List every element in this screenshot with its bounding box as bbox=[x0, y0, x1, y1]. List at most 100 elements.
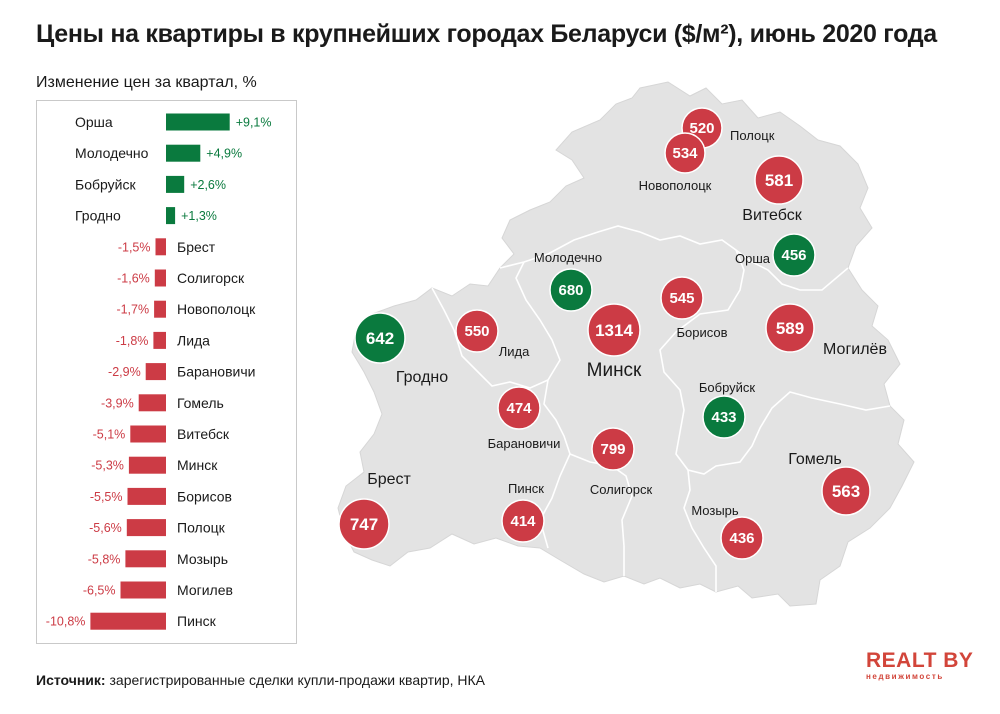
bar-value-label: -5,1% bbox=[93, 428, 126, 442]
city-16-name: Мозырь bbox=[691, 503, 739, 518]
city-15-name: Пинск bbox=[508, 481, 544, 496]
city-11-price: 433 bbox=[711, 409, 736, 426]
bar-category-label: Гродно bbox=[75, 208, 121, 224]
city-14-price: 747 bbox=[350, 515, 378, 534]
city-7-name: Лида bbox=[499, 344, 530, 359]
city-5-marker bbox=[549, 268, 593, 312]
bar-category-label: Витебск bbox=[177, 426, 230, 442]
bar-category-label: Орша bbox=[75, 114, 113, 130]
city-4-marker bbox=[772, 233, 816, 277]
bar-value-label: -5,6% bbox=[89, 521, 122, 535]
bar-value-label: -1,6% bbox=[117, 272, 150, 286]
bar-value-label: -5,8% bbox=[88, 552, 121, 566]
bar-value-label: -1,5% bbox=[118, 240, 151, 254]
belarus-map: 520 Полоцк 534 Новополоцк 581 Витебск 456 Орша 6… bbox=[337, 81, 915, 607]
bar-10 bbox=[138, 394, 166, 412]
bar-value-label: -10,8% bbox=[46, 615, 86, 629]
city-3-price: 581 bbox=[765, 171, 793, 190]
source-text: зарегистрированные сделки купли-продажи … bbox=[109, 672, 486, 688]
bar-category-label: Пинск bbox=[177, 613, 217, 629]
city-1-price: 520 bbox=[689, 120, 714, 137]
bar-14 bbox=[126, 519, 166, 537]
bar-value-label: +9,1% bbox=[236, 116, 272, 130]
page-title: Цены на квартиры в крупнейших городах Бе… bbox=[36, 20, 937, 48]
city-9-marker bbox=[660, 276, 704, 320]
city-6-marker bbox=[354, 312, 406, 364]
bar-category-label: Борисов bbox=[177, 488, 232, 504]
bar-4 bbox=[166, 207, 176, 225]
city-2-price: 534 bbox=[672, 145, 698, 162]
city-10-name: Могилёв bbox=[823, 341, 887, 358]
bar-16 bbox=[120, 581, 166, 599]
city-12-price: 474 bbox=[506, 400, 532, 417]
city-2-marker bbox=[664, 132, 706, 174]
bar-category-label: Солигорск bbox=[177, 270, 245, 286]
logo-wordmark: REALT BY bbox=[866, 649, 974, 672]
city-1-name: Полоцк bbox=[730, 128, 775, 143]
city-15-marker bbox=[501, 499, 545, 543]
bar-value-label: -5,5% bbox=[90, 490, 123, 504]
bar-chart-panel: Орша +9,1% Молодечно +4,9% Бобруйск +2,6% Грод… bbox=[36, 100, 297, 644]
city-5-price: 680 bbox=[558, 282, 583, 299]
city-11-name: Бобруйск bbox=[699, 380, 756, 395]
city-8-price: 1314 bbox=[595, 321, 633, 340]
city-16-marker bbox=[720, 516, 764, 560]
city-5-name: Молодечно bbox=[534, 250, 602, 265]
bar-5 bbox=[155, 238, 166, 256]
city-4-name: Орша bbox=[735, 251, 771, 266]
source-note: Источник: зарегистрированные сделки купл… bbox=[36, 672, 485, 688]
bar-value-label: -5,3% bbox=[91, 459, 124, 473]
bar-17 bbox=[90, 612, 166, 630]
bar-category-label: Мозырь bbox=[177, 551, 228, 567]
bar-chart-title: Изменение цен за квартал, % bbox=[36, 74, 257, 91]
bar-13 bbox=[127, 487, 166, 505]
bar-category-label: Молодечно bbox=[75, 145, 149, 161]
bar-value-label: +1,3% bbox=[181, 209, 217, 223]
city-10-price: 589 bbox=[776, 319, 804, 338]
bar-6 bbox=[154, 269, 166, 287]
city-6-name: Гродно bbox=[396, 369, 448, 386]
city-14-name: Брест bbox=[367, 471, 411, 488]
bar-9 bbox=[145, 363, 166, 381]
bar-value-label: +4,9% bbox=[206, 147, 242, 161]
city-15-price: 414 bbox=[510, 513, 536, 530]
bar-value-label: -2,9% bbox=[108, 365, 141, 379]
bar-1 bbox=[166, 113, 230, 131]
city-17-name: Гомель bbox=[788, 451, 842, 468]
bar-value-label: -3,9% bbox=[101, 396, 134, 410]
city-16-price: 436 bbox=[729, 530, 754, 547]
bar-category-label: Гомель bbox=[177, 395, 224, 411]
region-borders bbox=[431, 225, 891, 592]
realt-logo[interactable]: REALT BY недвижимость bbox=[866, 649, 974, 690]
bar-value-label: -1,8% bbox=[116, 334, 149, 348]
city-8-name: Минск bbox=[587, 360, 642, 381]
bar-15 bbox=[125, 550, 166, 568]
bar-category-label: Полоцк bbox=[177, 520, 226, 536]
city-2-name: Новополоцк bbox=[639, 178, 712, 193]
city-9-name: Борисов bbox=[676, 325, 727, 340]
city-13-name: Солигорск bbox=[590, 482, 653, 497]
bar-category-label: Минск bbox=[177, 457, 218, 473]
bar-category-label: Новополоцк bbox=[177, 301, 256, 317]
source-label: Источник: bbox=[36, 672, 106, 688]
city-7-price: 550 bbox=[464, 323, 489, 340]
city-3-marker bbox=[754, 155, 804, 205]
bar-category-label: Могилев bbox=[177, 582, 233, 598]
city-7-marker bbox=[455, 309, 499, 353]
city-10-marker bbox=[765, 303, 815, 353]
city-3-name: Витебск bbox=[742, 207, 802, 224]
bar-2 bbox=[166, 144, 201, 162]
city-9-price: 545 bbox=[669, 290, 694, 307]
city-13-marker bbox=[591, 427, 635, 471]
city-6-price: 642 bbox=[366, 329, 394, 348]
bar-category-label: Барановичи bbox=[177, 364, 255, 380]
bar-3 bbox=[166, 175, 185, 193]
city-11-marker bbox=[702, 395, 746, 439]
bar-8 bbox=[153, 331, 166, 349]
city-17-price: 563 bbox=[832, 482, 860, 501]
bar-12 bbox=[128, 456, 166, 474]
bar-11 bbox=[130, 425, 166, 443]
city-12-name: Барановичи bbox=[488, 436, 561, 451]
city-13-price: 799 bbox=[600, 441, 625, 458]
bar-value-label: -1,7% bbox=[116, 303, 149, 317]
